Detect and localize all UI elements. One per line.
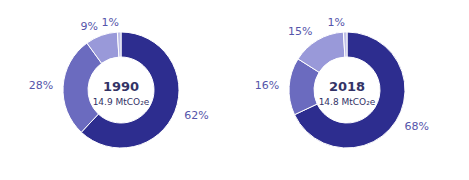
svg-text:68%: 68% [404,120,428,133]
svg-text:9%: 9% [81,20,98,33]
svg-text:2018: 2018 [329,79,365,94]
svg-text:16%: 16% [255,79,279,92]
svg-text:15%: 15% [288,25,312,38]
svg-text:1990: 1990 [103,79,139,94]
svg-text:14.9 MtCO₂e: 14.9 MtCO₂e [93,97,150,107]
svg-text:1%: 1% [327,16,344,29]
svg-text:62%: 62% [184,109,208,122]
svg-text:14.8 MtCO₂e: 14.8 MtCO₂e [319,97,376,107]
svg-text:28%: 28% [29,79,53,92]
svg-text:1%: 1% [101,16,118,29]
